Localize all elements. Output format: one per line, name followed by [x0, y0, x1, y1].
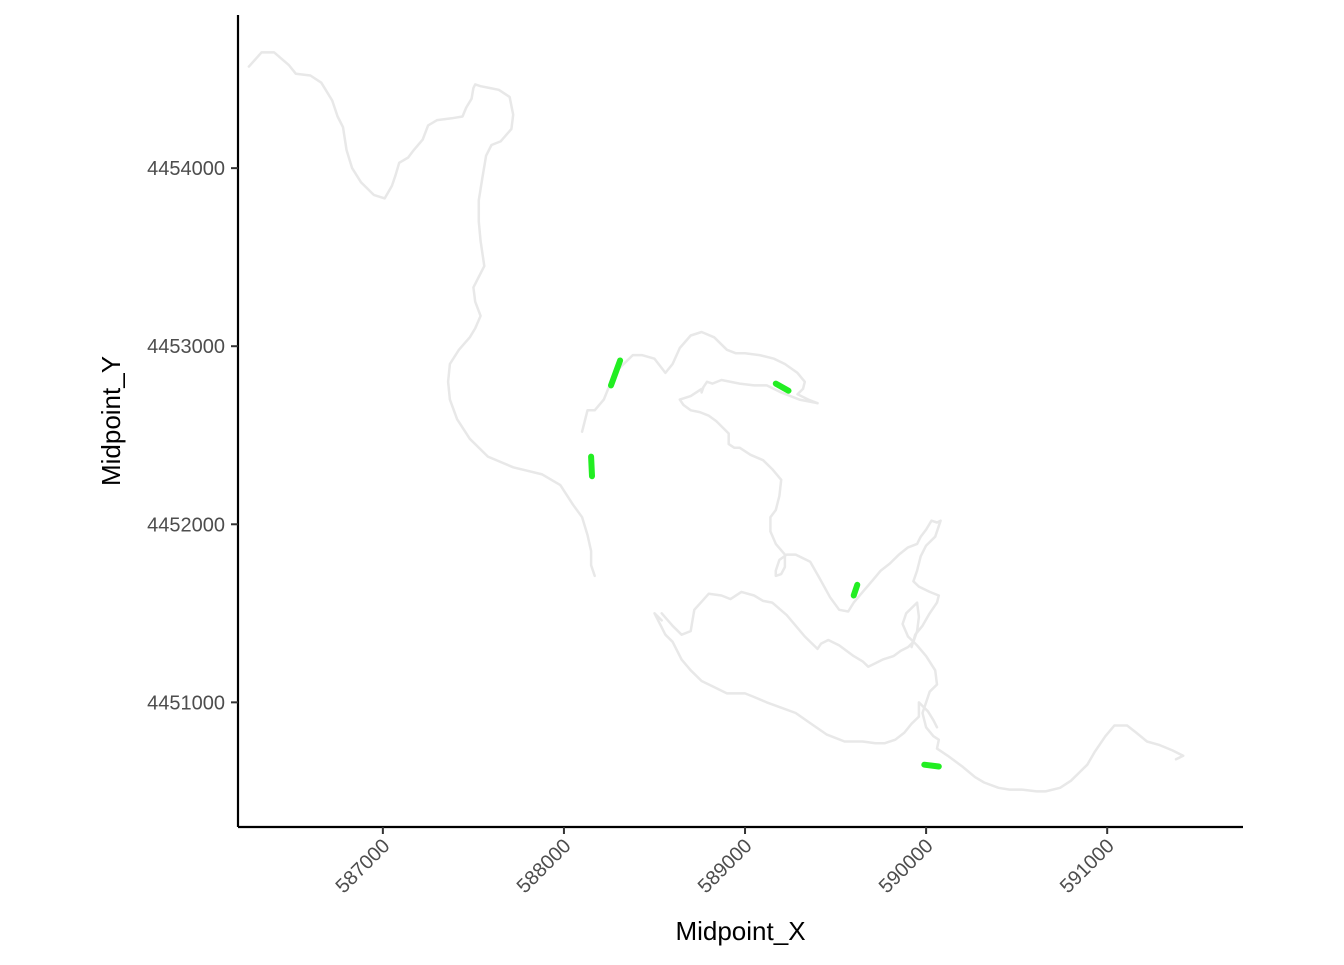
y-tick-label: 4453000 — [147, 336, 225, 358]
river-upper-line — [247, 51, 596, 578]
highlight-segment-1 — [588, 453, 595, 480]
x-tick-label: 588000 — [513, 835, 576, 898]
y-tick-label: 4454000 — [147, 158, 225, 180]
highlighted-segments — [588, 357, 942, 770]
highlight-segment-2 — [608, 357, 624, 389]
x-tick-label: 590000 — [875, 835, 938, 898]
y-tick-label: 4451000 — [147, 692, 225, 714]
highlight-segment-3 — [772, 380, 792, 394]
highlight-segment-5 — [921, 761, 942, 770]
river-lower-line — [660, 590, 1185, 793]
axes — [236, 15, 1243, 829]
x-tick-label: 589000 — [694, 835, 757, 898]
x-axis-ticks: 587000 588000 589000 590000 591000 — [332, 827, 1119, 898]
river-lines — [247, 51, 1185, 793]
y-axis-ticks: 4451000 4452000 4453000 4454000 — [147, 158, 238, 714]
x-tick-label: 591000 — [1056, 835, 1119, 898]
river-middle-line — [678, 378, 942, 649]
y-tick-label: 4452000 — [147, 514, 225, 536]
river-tributary-north-line — [580, 330, 819, 433]
river-tributary-south-line — [653, 612, 939, 745]
x-axis-title: Midpoint_X — [675, 916, 805, 946]
x-tick-label: 587000 — [332, 835, 395, 898]
highlight-segment-4 — [850, 581, 861, 599]
y-axis-title: Midpoint_Y — [96, 356, 126, 486]
